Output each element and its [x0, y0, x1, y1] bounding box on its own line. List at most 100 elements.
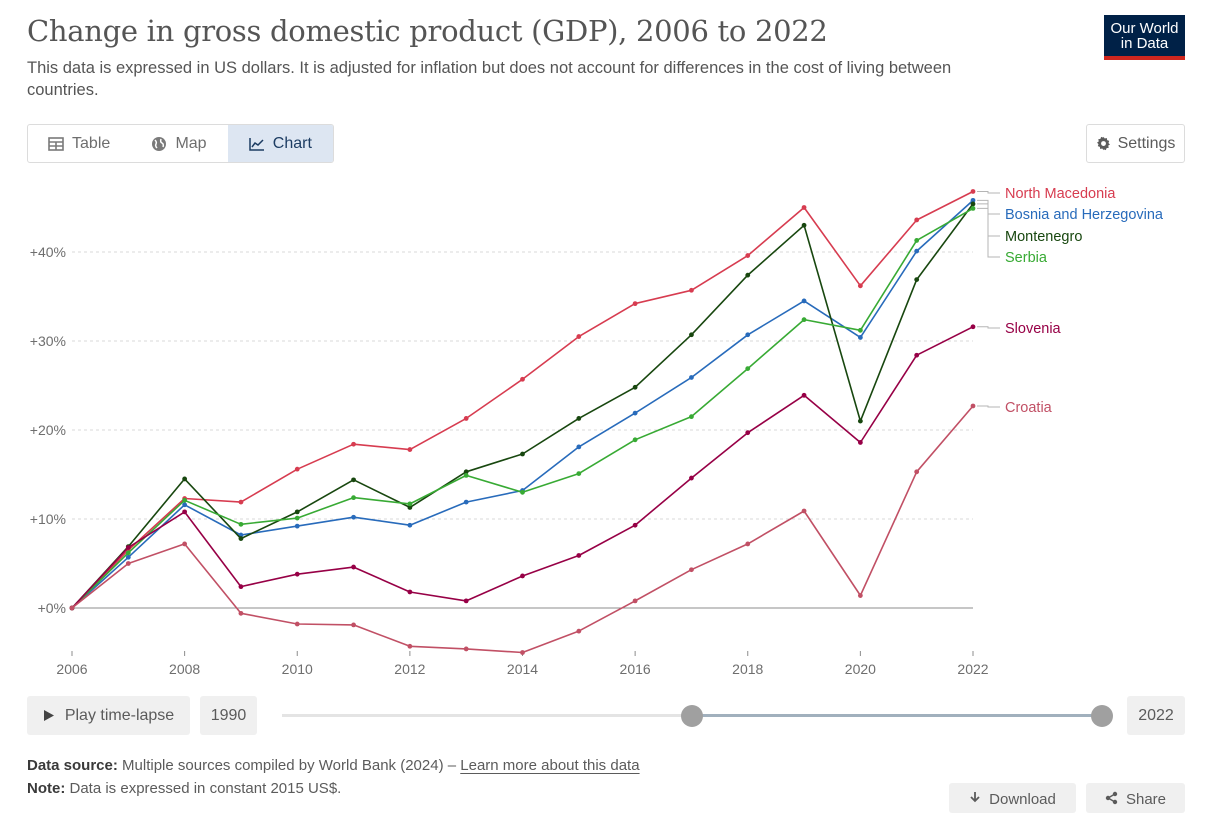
note-text: Data is expressed in constant 2015 US$.	[69, 780, 342, 797]
x-tick-label: 2010	[282, 661, 313, 677]
y-tick-label: +0%	[38, 600, 66, 616]
download-button[interactable]: Download	[949, 783, 1076, 813]
data-point	[970, 197, 976, 203]
data-point	[914, 469, 920, 475]
timeline-selected-range	[692, 714, 1102, 717]
series-label: Montenegro	[1005, 229, 1082, 245]
share-label: Share	[1125, 791, 1167, 808]
data-point	[857, 327, 863, 333]
data-point	[914, 277, 920, 282]
data-point	[238, 610, 244, 616]
share-button[interactable]: Share	[1086, 783, 1185, 813]
timeline-start-handle[interactable]	[681, 705, 703, 727]
data-point	[576, 471, 582, 477]
data-point	[745, 272, 751, 278]
data-point	[576, 553, 582, 558]
tab-map[interactable]: Map	[130, 125, 227, 162]
table-icon	[48, 136, 64, 151]
learn-more-link[interactable]: Learn more about this data	[460, 757, 640, 774]
data-point	[801, 222, 807, 228]
data-point	[238, 584, 244, 590]
label-connector	[977, 326, 1000, 329]
settings-label: Settings	[1117, 134, 1176, 152]
series-label: Serbia	[1005, 250, 1048, 266]
data-point	[970, 189, 976, 194]
data-point	[182, 509, 188, 515]
logo-line-1: Our World	[1110, 20, 1179, 37]
series-line	[71, 207, 974, 609]
data-point	[182, 502, 188, 508]
timeline-start-year[interactable]: 1990	[200, 696, 257, 735]
chart-subtitle: This data is expressed in US dollars. It…	[27, 59, 952, 99]
data-point	[351, 495, 356, 501]
data-point	[351, 477, 356, 483]
data-point	[520, 489, 525, 495]
x-tick-label: 2018	[732, 661, 763, 677]
owid-logo[interactable]: Our World in Data	[1104, 15, 1185, 60]
data-point	[857, 593, 863, 598]
data-point	[689, 475, 694, 481]
data-point	[407, 501, 413, 507]
series-label: Bosnia and Herzegovina	[1005, 207, 1164, 223]
timeline-end-handle[interactable]	[1091, 705, 1113, 727]
data-point	[238, 536, 244, 541]
data-point	[689, 332, 694, 338]
data-point	[801, 205, 807, 210]
data-point	[520, 376, 525, 382]
play-timelapse-button[interactable]: Play time-lapse	[27, 696, 190, 735]
data-point	[238, 521, 244, 527]
series-line	[71, 203, 974, 609]
data-point	[801, 298, 807, 304]
data-point	[745, 366, 751, 371]
data-point	[632, 301, 638, 307]
data-point	[69, 605, 75, 611]
label-connector	[977, 207, 1000, 258]
data-point	[745, 541, 751, 547]
data-point	[801, 317, 807, 323]
download-icon	[970, 792, 980, 803]
data-point	[125, 550, 131, 556]
data-point	[970, 201, 976, 207]
source-text: Multiple sources compiled by World Bank …	[122, 757, 457, 774]
data-point	[407, 505, 413, 510]
tab-chart[interactable]: Chart	[227, 125, 333, 162]
data-point	[745, 253, 751, 258]
series-line	[71, 199, 974, 609]
data-point	[857, 283, 863, 289]
data-point	[576, 628, 582, 634]
data-point	[857, 335, 863, 340]
data-point	[125, 554, 131, 560]
data-point	[689, 375, 694, 380]
data-point	[463, 472, 469, 478]
data-point	[632, 410, 638, 416]
tab-table[interactable]: Table	[28, 125, 130, 162]
data-point	[914, 217, 920, 223]
data-point	[632, 598, 638, 604]
data-point	[407, 589, 413, 595]
data-point	[463, 469, 469, 475]
data-point	[351, 441, 356, 447]
settings-button[interactable]: Settings	[1086, 124, 1185, 163]
globe-icon	[152, 136, 167, 151]
data-point	[970, 403, 976, 409]
data-point	[576, 334, 582, 339]
data-point	[520, 650, 525, 655]
data-point	[294, 523, 300, 529]
data-point	[914, 248, 920, 254]
timeline-end-year[interactable]: 2022	[1127, 696, 1185, 735]
data-point	[576, 444, 582, 450]
series-line	[71, 326, 974, 609]
data-point	[520, 573, 525, 579]
data-point	[294, 621, 300, 627]
data-note: Note: Data is expressed in constant 2015…	[27, 780, 341, 797]
y-tick-label: +30%	[30, 333, 66, 349]
data-point	[745, 430, 751, 436]
play-label: Play time-lapse	[64, 706, 175, 724]
label-connector	[977, 405, 1000, 408]
data-point	[407, 522, 413, 528]
tab-chart-label: Chart	[272, 134, 312, 152]
note-label: Note:	[27, 780, 66, 797]
data-point	[238, 499, 244, 505]
series-label: Croatia	[1005, 400, 1053, 416]
data-point	[576, 416, 582, 421]
